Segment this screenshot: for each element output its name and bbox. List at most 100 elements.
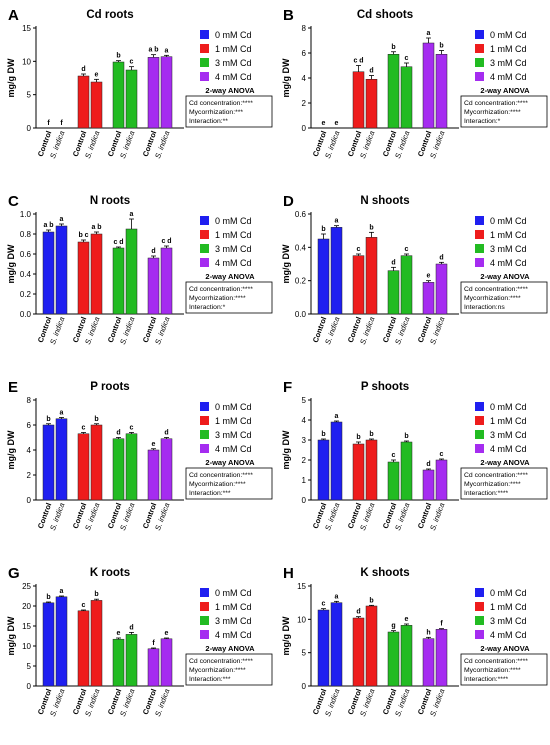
y-tick-label: 5 [27,662,32,671]
significance-label: a b [43,222,53,229]
bar [422,42,435,129]
y-tick-label: 0.6 [20,250,32,259]
bar [365,237,378,315]
y-tick-label: 10 [22,57,31,66]
significance-label: g [391,623,395,630]
significance-label: c [357,246,361,253]
bar [112,61,125,129]
bar [112,247,125,315]
bar [90,600,103,687]
significance-label: a [60,216,64,223]
significance-label: e [95,71,99,78]
legend-swatch [200,588,209,597]
bar [365,605,378,687]
legend-label: 4 mM Cd [490,444,527,454]
panel-letter: H [283,565,294,582]
panel-letter: F [283,379,292,396]
anova-line: Mycorrhization:**** [189,667,246,674]
anova-line: Interaction:**** [464,676,509,683]
legend-label: 4 mM Cd [490,630,527,640]
anova-title: 2-way ANOVA [205,272,255,281]
bar [317,238,330,315]
anova-line: Interaction:**** [464,490,509,497]
anova-box [185,653,273,686]
anova-box [185,281,273,314]
bar [160,438,173,501]
y-axis-label: mg/g DW [281,430,291,469]
bar [317,439,330,501]
y-tick-label: 2 [302,456,307,465]
bar [352,617,365,687]
y-axis-label: mg/g DW [6,616,16,655]
anova-line: Interaction:* [464,118,501,125]
legend-swatch [475,444,484,453]
chart-title: K shoots [360,567,409,579]
legend-swatch [475,230,484,239]
significance-label: e [152,441,156,448]
anova-box [460,95,548,128]
bar [55,596,68,687]
bar [422,282,435,315]
significance-label: c d [353,58,363,65]
legend-label: 0 mM Cd [215,402,252,412]
anova-title: 2-way ANOVA [480,644,530,653]
panel-letter: C [8,193,19,210]
legend-label: 4 mM Cd [490,72,527,82]
bar [147,257,160,315]
significance-label: e [405,616,409,623]
anova-title: 2-way ANOVA [205,458,255,467]
significance-label: a [335,413,339,420]
anova-box [185,95,273,128]
anova-line: Cd concentration:**** [464,472,528,479]
bar [160,56,173,129]
significance-label: d [151,248,155,255]
bar [147,57,160,129]
panel-letter: B [283,7,294,24]
bar [435,263,448,315]
legend-swatch [475,416,484,425]
significance-label: f [47,120,50,127]
anova-title: 2-way ANOVA [480,272,530,281]
significance-label: d [356,609,360,616]
significance-label: e [335,120,339,127]
legend-swatch [475,72,484,81]
bar [77,75,90,129]
legend-label: 0 mM Cd [490,216,527,226]
significance-label: a [60,410,64,417]
legend-label: 1 mM Cd [215,416,252,426]
significance-label: c d [113,239,123,246]
bar [365,79,378,129]
bar [330,602,343,687]
significance-label: a [60,588,64,595]
bar [435,54,448,129]
significance-label: f [152,640,155,647]
significance-label: b [369,224,373,231]
legend-swatch [475,588,484,597]
bar [352,443,365,501]
legend-label: 1 mM Cd [215,44,252,54]
anova-line: Mycorrhization:**** [189,481,246,488]
bar [125,69,138,129]
legend-label: 0 mM Cd [215,30,252,40]
significance-label: c [130,59,134,66]
significance-label: b [94,591,98,598]
anova-title: 2-way ANOVA [480,86,530,95]
bar [387,631,400,687]
significance-label: b [439,43,443,50]
bar [42,602,55,687]
y-tick-label: 6 [27,421,32,430]
anova-box [460,281,548,314]
y-tick-label: 20 [22,602,31,611]
y-tick-label: 2 [302,99,307,108]
significance-label: f [440,621,443,628]
anova-title: 2-way ANOVA [480,458,530,467]
legend-swatch [200,44,209,53]
y-axis-label: mg/g DW [281,58,291,97]
bar [112,438,125,501]
legend-swatch [200,216,209,225]
significance-label: a b [148,47,158,54]
anova-line: Cd concentration:**** [189,658,253,665]
legend-label: 1 mM Cd [490,602,527,612]
legend-label: 0 mM Cd [490,30,527,40]
